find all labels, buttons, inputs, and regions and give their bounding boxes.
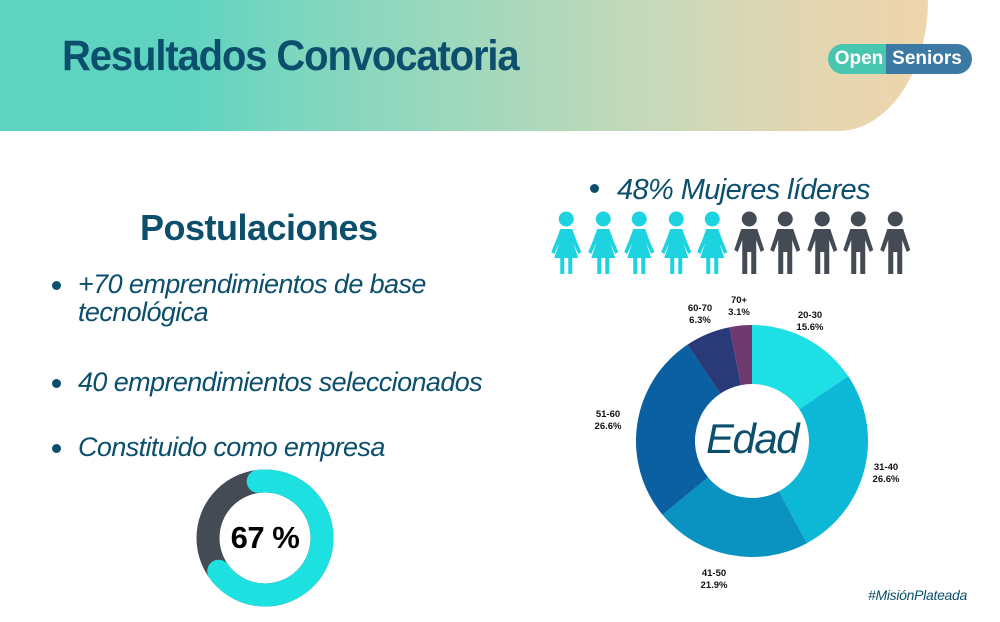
age-chart-center-label: Edad <box>705 415 800 462</box>
man-icon <box>840 210 877 281</box>
woman-icon <box>694 210 731 281</box>
age-slice-41-50 <box>662 477 807 557</box>
page-title: Resultados Convocatoria <box>62 32 520 80</box>
slice-label-31-40: 31-40 26.6% <box>872 462 900 485</box>
women-leaders-heading: 48% Mujeres líderes <box>590 174 871 207</box>
man-icon <box>877 210 914 281</box>
slice-label-41-50: 41-50 21.9% <box>700 568 728 591</box>
man-icon <box>804 210 841 281</box>
header-band <box>0 0 928 131</box>
slice-label-20-30: 20-30 15.6% <box>796 310 824 333</box>
bullet-dot-icon <box>52 379 61 388</box>
woman-icon <box>621 210 658 281</box>
age-slice-60-70 <box>687 327 741 394</box>
bullet-dot-icon <box>52 444 61 453</box>
constituted-percent: 67 % <box>230 520 300 555</box>
people-pictogram <box>548 210 913 281</box>
woman-icon <box>548 210 585 281</box>
logo-seniors: Seniors <box>886 44 972 74</box>
age-slice-70-plus <box>729 325 752 386</box>
bullet-applications: +70 emprendimientos de base tecnológica <box>50 270 426 326</box>
constituted-donut-chart <box>196 469 334 607</box>
postulaciones-title: Postulaciones <box>140 207 378 248</box>
bullet-selected: 40 emprendimientos seleccionados <box>50 368 483 396</box>
open-seniors-logo: Open Seniors <box>828 44 972 74</box>
woman-icon <box>585 210 622 281</box>
slice-label-70-plus: 70+ 3.1% <box>728 295 750 318</box>
bullet-dot-icon <box>590 183 599 193</box>
logo-open: Open <box>828 44 886 74</box>
bullet-constituted: Constituido como empresa <box>50 433 385 461</box>
man-icon <box>767 210 804 281</box>
hashtag-mision-plateada: #MisiónPlateada <box>868 587 968 603</box>
age-slice-20-30 <box>752 325 849 410</box>
slice-label-51-60: 51-60 26.6% <box>594 409 622 432</box>
man-icon <box>731 210 768 281</box>
woman-icon <box>658 210 695 281</box>
donut-value-arc <box>207 469 334 607</box>
slice-label-60-70: 60-70 6.3% <box>687 303 713 326</box>
bullet-dot-icon <box>52 281 61 290</box>
